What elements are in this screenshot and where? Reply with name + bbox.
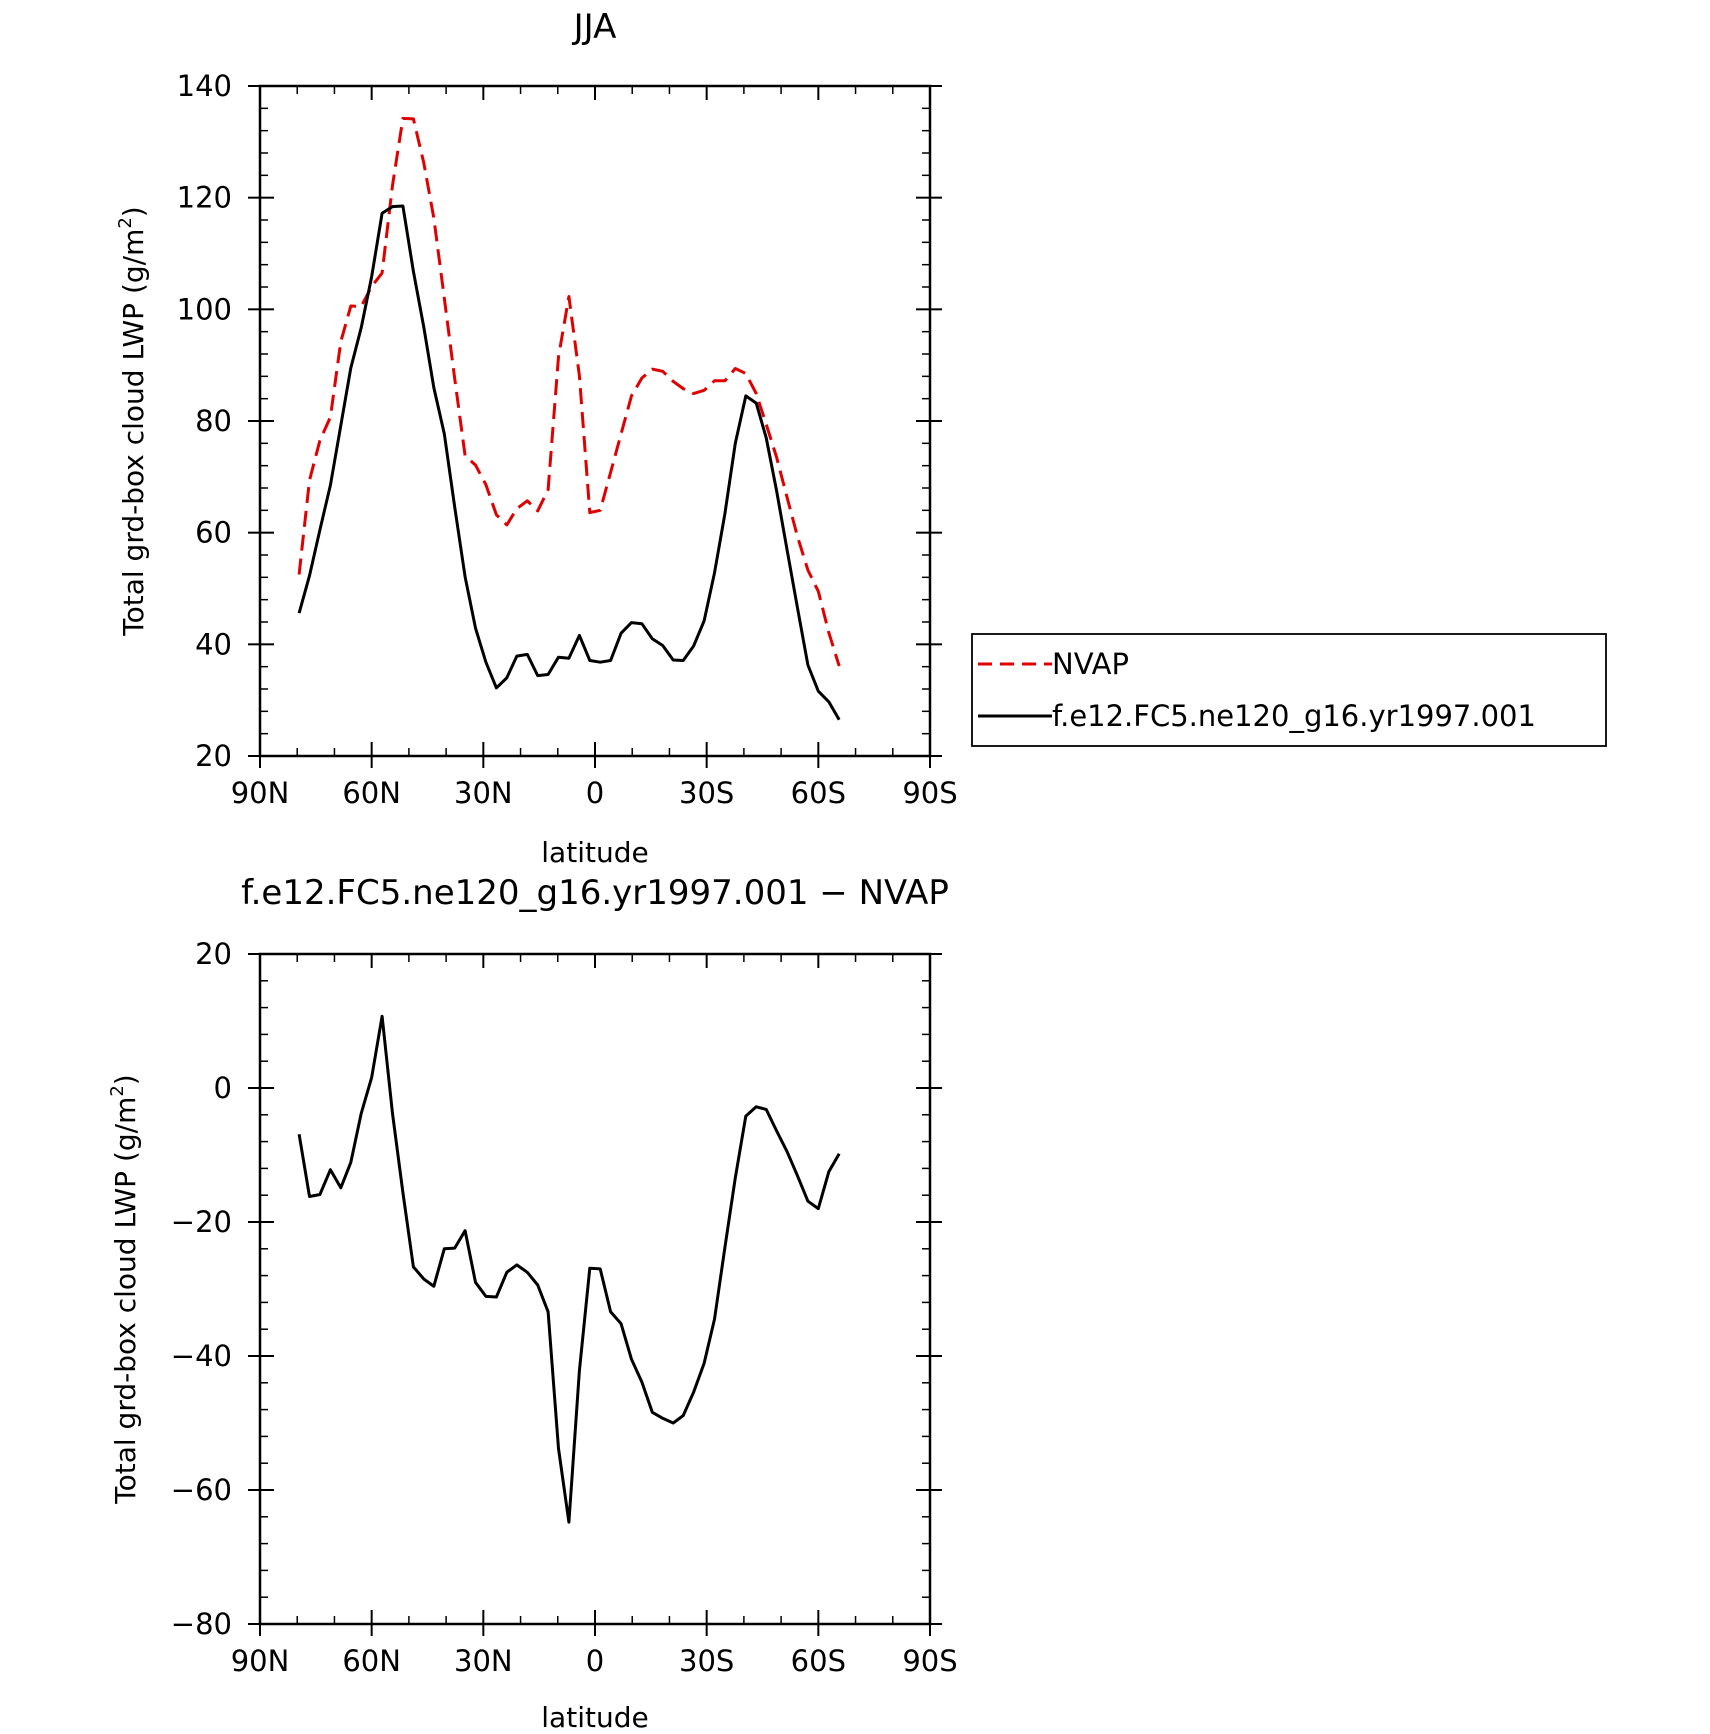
y-tick-label: −60	[171, 1473, 232, 1507]
y-tick-label: 20	[195, 937, 232, 971]
y-tick-label: 20	[195, 739, 232, 773]
top-x-axis-title: latitude	[541, 836, 648, 869]
top-y-axis-title: Total grd-box cloud LWP (g/m2)	[115, 206, 150, 637]
x-tick-label: 60S	[791, 1644, 846, 1678]
top-series-lines	[297, 116, 841, 721]
top-plot-frame	[258, 84, 932, 758]
y-tick-label: 60	[195, 516, 232, 550]
x-tick-label: 60N	[342, 776, 401, 810]
y-tick-label: −40	[171, 1339, 232, 1373]
bottom-x-axis-title: latitude	[541, 1701, 648, 1734]
x-tick-label: 90N	[231, 1644, 290, 1678]
x-tick-label: 30N	[454, 1644, 513, 1678]
x-tick-label: 60N	[342, 1644, 401, 1678]
series-line-nvap	[297, 116, 841, 667]
legend-label-model: f.e12.FC5.ne120_g16.yr1997.001	[1052, 699, 1536, 733]
y-tick-label: −80	[171, 1607, 232, 1641]
legend: NVAP f.e12.FC5.ne120_g16.yr1997.001	[971, 633, 1607, 747]
y-tick-label: 120	[177, 181, 232, 215]
bottom-axis-ticks	[248, 953, 942, 1636]
y-tick-label: −20	[171, 1205, 232, 1239]
bottom-y-tick-labels: −80 −60 −40 −20 0 20	[171, 937, 232, 1641]
x-tick-label: 0	[586, 1644, 604, 1678]
top-panel-title: JJA	[572, 7, 617, 47]
legend-label-nvap: NVAP	[1052, 647, 1129, 681]
y-tick-label: 80	[195, 404, 232, 438]
y-tick-label: 140	[177, 69, 232, 103]
bottom-x-tick-labels: 90N 60N 30N 0 30S 60S 90S	[231, 1644, 958, 1678]
top-x-tick-labels: 90N 60N 30N 0 30S 60S 90S	[231, 776, 958, 810]
x-tick-label: 30S	[679, 1644, 734, 1678]
x-tick-label: 0	[586, 776, 604, 810]
series-line-f-e12-fc5-ne120-g16-yr1997-001	[297, 204, 841, 721]
bottom-series-lines	[297, 1014, 841, 1524]
x-tick-label: 30S	[679, 776, 734, 810]
x-tick-label: 60S	[791, 776, 846, 810]
x-tick-label: 90N	[231, 776, 290, 810]
y-tick-label: 0	[214, 1071, 232, 1105]
y-tick-label: 100	[177, 292, 232, 326]
bottom-y-axis-title: Total grd-box cloud LWP (g/m2)	[107, 1074, 142, 1505]
bottom-panel: f.e12.FC5.ne120_g16.yr1997.001 − NVAP −8…	[107, 873, 958, 1734]
x-tick-label: 30N	[454, 776, 513, 810]
legend-box	[971, 633, 1607, 747]
bottom-panel-title: f.e12.FC5.ne120_g16.yr1997.001 − NVAP	[241, 873, 949, 913]
top-y-tick-labels: 20 40 60 80 100 120 140	[177, 69, 232, 773]
y-tick-label: 40	[195, 627, 232, 661]
series-line-diff-0	[297, 1014, 841, 1524]
x-tick-label: 90S	[902, 1644, 957, 1678]
bottom-plot-frame	[258, 952, 932, 1626]
x-tick-label: 90S	[902, 776, 957, 810]
